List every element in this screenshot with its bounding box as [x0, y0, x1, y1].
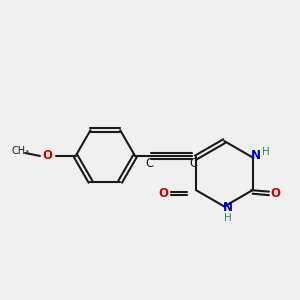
Text: H: H — [224, 213, 232, 223]
Text: C: C — [189, 157, 197, 170]
Text: O: O — [271, 187, 281, 200]
Text: O: O — [42, 149, 52, 162]
Text: O: O — [158, 187, 168, 200]
Text: C: C — [146, 157, 154, 170]
Text: H: H — [262, 147, 270, 157]
Text: N: N — [251, 149, 261, 162]
Text: CH₃: CH₃ — [12, 146, 30, 156]
Text: N: N — [223, 202, 233, 214]
